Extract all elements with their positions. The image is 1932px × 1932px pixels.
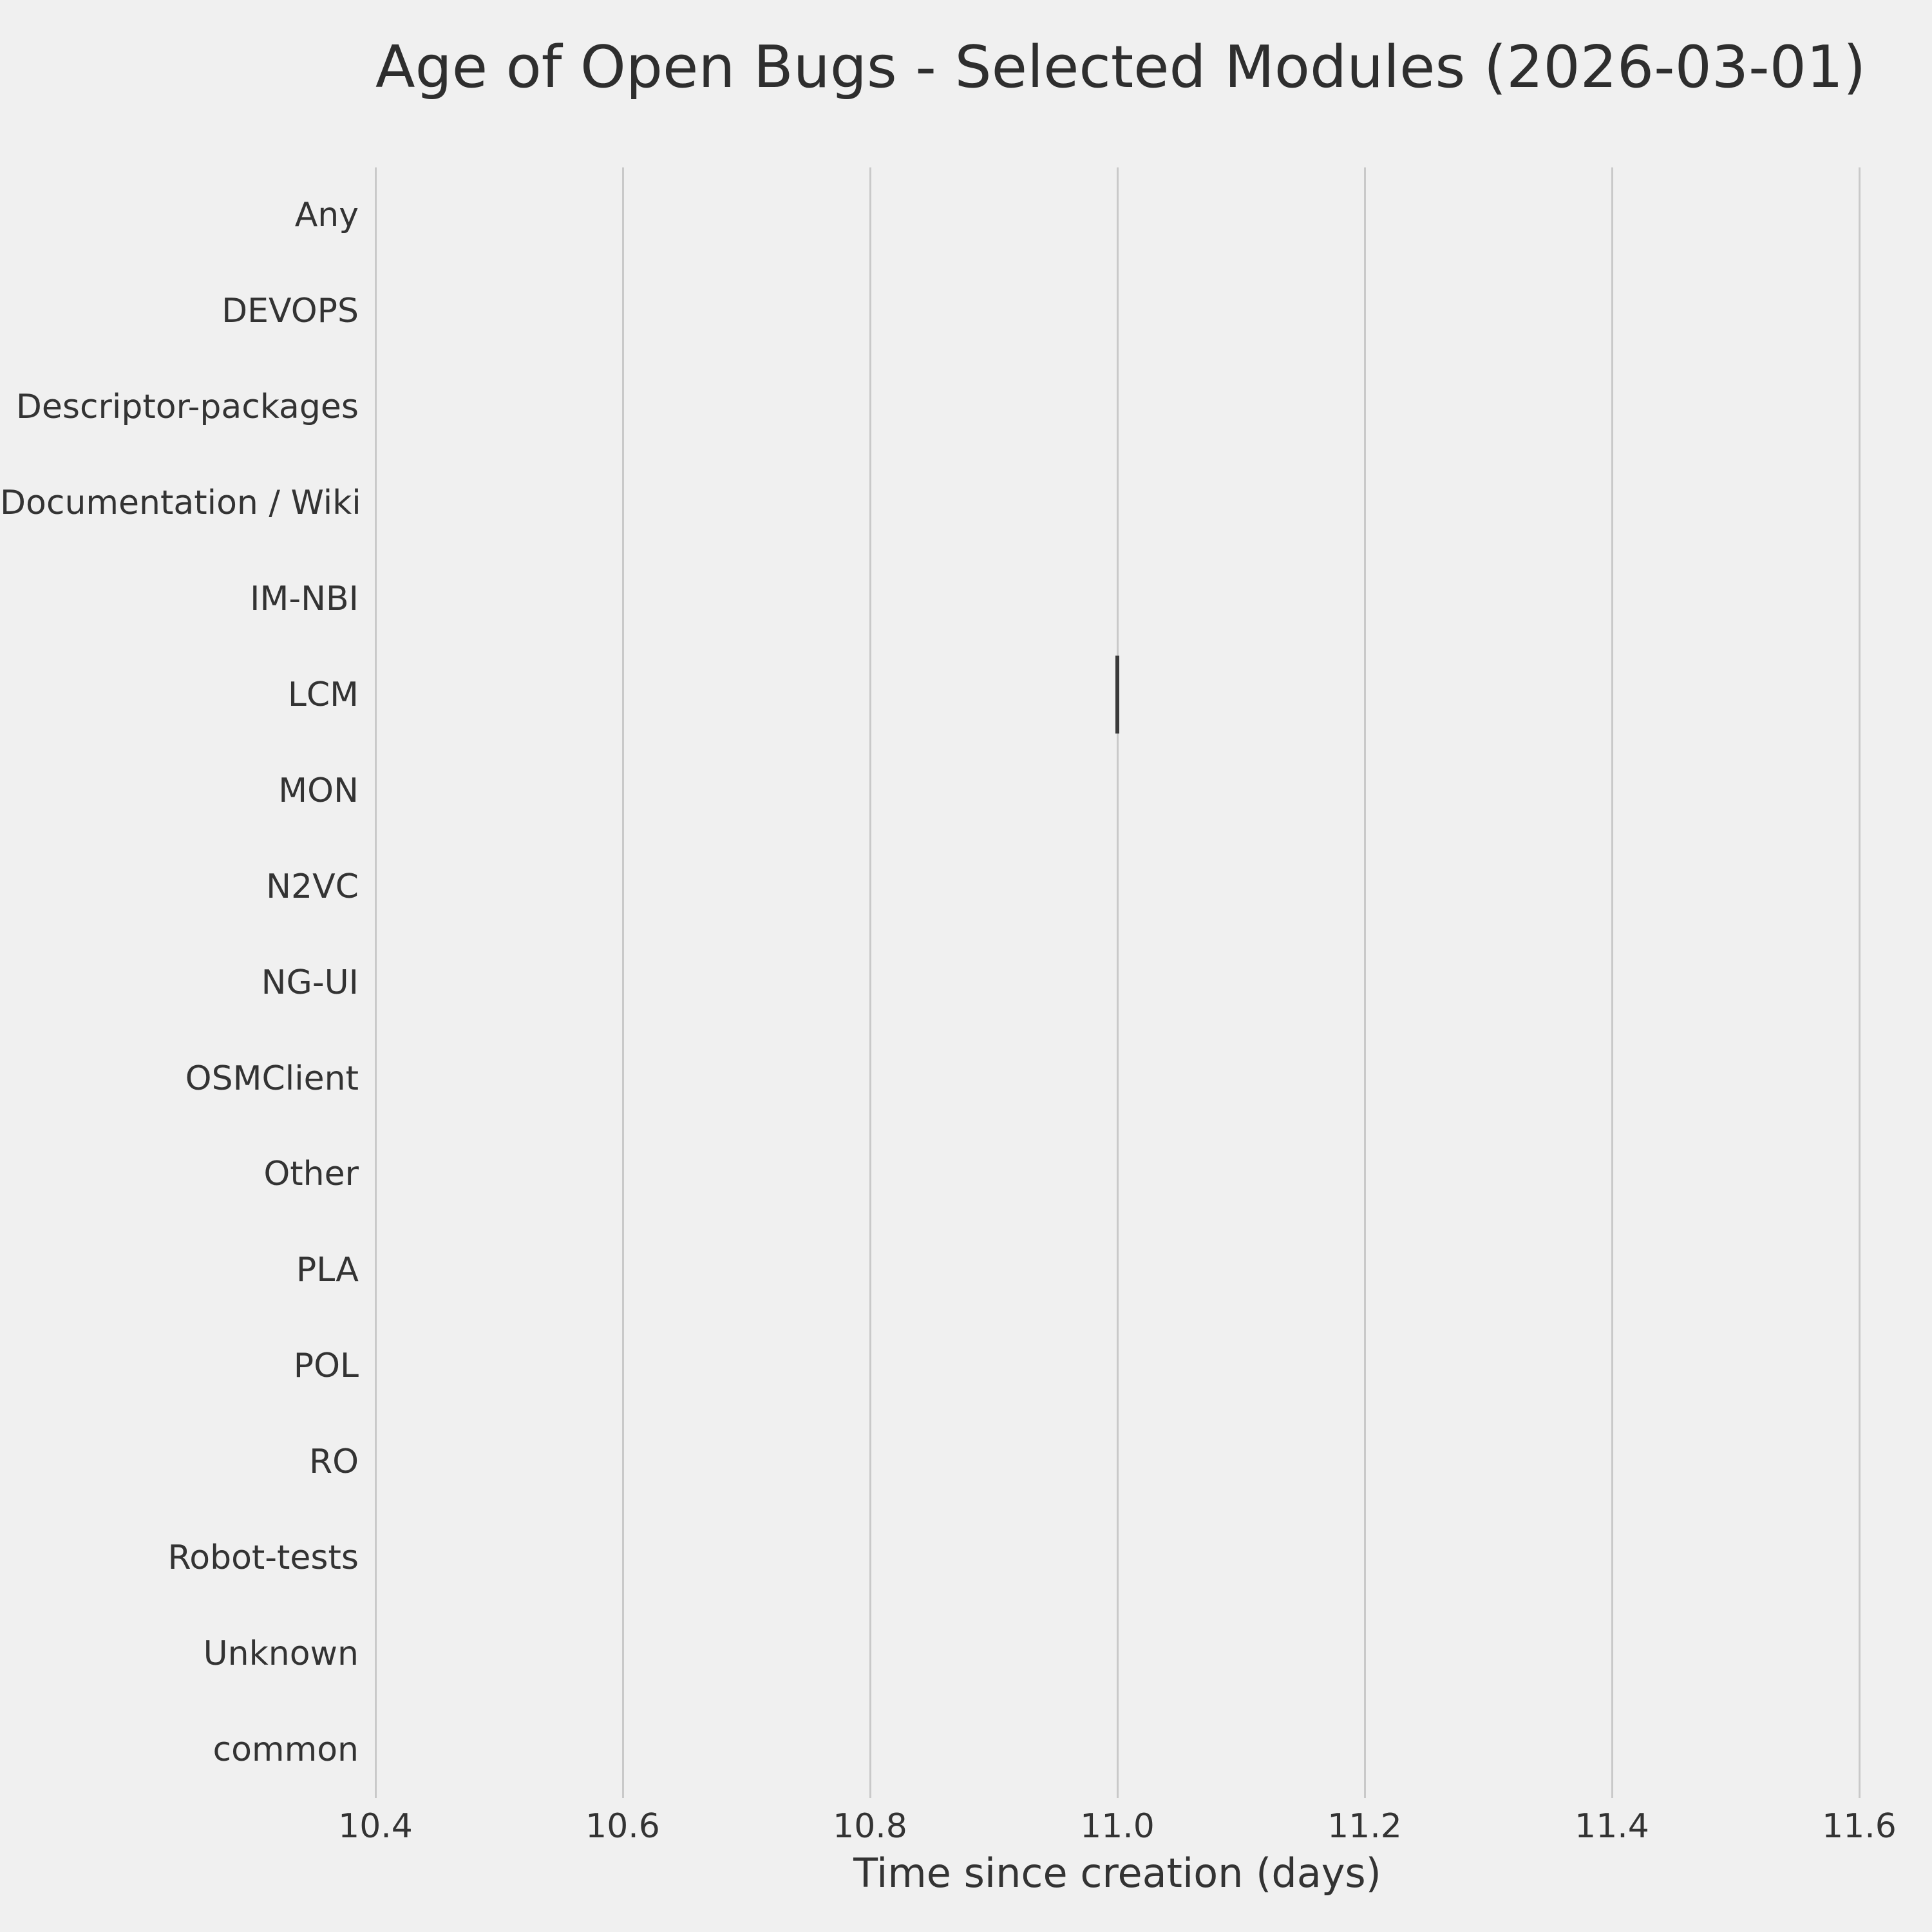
lcm-boxplot-marker <box>1115 656 1119 734</box>
gridline-10.8 <box>869 167 871 1798</box>
x-axis-tick-11.6: 11.6 <box>1822 1807 1897 1846</box>
x-axis-tick-11.4: 11.4 <box>1575 1807 1649 1846</box>
y-axis-label-common: common <box>213 1730 359 1769</box>
gridline-10.6 <box>622 167 624 1798</box>
chart-title: Age of Open Bugs - Selected Modules (202… <box>375 33 1866 101</box>
y-axis-label-lcm: LCM <box>287 675 359 714</box>
y-axis-label-unknown: Unknown <box>203 1634 359 1673</box>
x-axis-title: Time since creation (days) <box>853 1850 1381 1897</box>
y-axis-label-n2vc: N2VC <box>266 867 359 906</box>
y-axis-label-documentation-wiki: Documentation / Wiki <box>0 484 361 523</box>
gridline-11.4 <box>1611 167 1613 1798</box>
gridline-11.0 <box>1117 167 1119 1798</box>
y-axis-label-any: Any <box>294 196 359 235</box>
y-axis-label-pol: POL <box>293 1347 359 1386</box>
y-axis-label-mon: MON <box>278 771 359 810</box>
x-axis-tick-10.4: 10.4 <box>338 1807 413 1846</box>
y-axis-label-robot-tests: Robot-tests <box>167 1539 359 1578</box>
plot-area <box>375 167 1861 1798</box>
y-axis-label-devops: DEVOPS <box>222 292 359 331</box>
y-axis-label-descriptor-packages: Descriptor-packages <box>15 388 359 427</box>
y-axis-label-pla: PLA <box>296 1251 359 1290</box>
y-axis-label-osmclient: OSMClient <box>185 1059 359 1098</box>
x-axis-tick-11.2: 11.2 <box>1327 1807 1402 1846</box>
x-axis-tick-10.8: 10.8 <box>833 1807 907 1846</box>
x-axis-tick-10.6: 10.6 <box>585 1807 660 1846</box>
x-axis-tick-11.0: 11.0 <box>1080 1807 1155 1846</box>
y-axis-label-im-nbi: IM-NBI <box>250 580 359 619</box>
y-axis-label-ro: RO <box>308 1443 359 1482</box>
y-axis-label-other: Other <box>263 1155 359 1194</box>
y-axis-label-ng-ui: NG-UI <box>261 963 359 1002</box>
gridline-11.6 <box>1859 167 1861 1798</box>
gridline-10.4 <box>375 167 377 1798</box>
gridline-11.2 <box>1364 167 1366 1798</box>
